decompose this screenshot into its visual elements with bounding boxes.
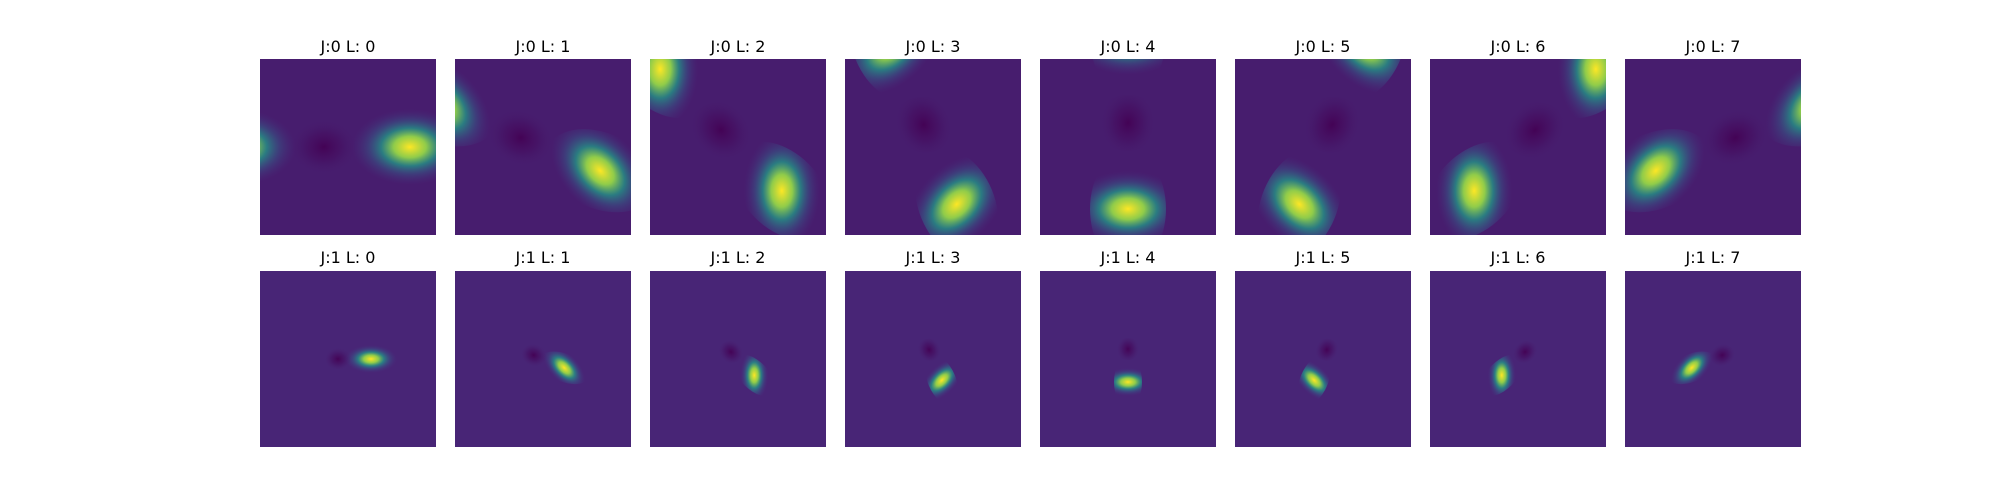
panel-title: J:1 L: 7 — [1685, 248, 1741, 267]
filter-heatmap — [260, 271, 436, 447]
dark-lobe — [717, 340, 744, 363]
panel-title: J:0 L: 2 — [710, 37, 766, 56]
filter-heatmap — [260, 59, 436, 235]
panel-title: J:0 L: 0 — [320, 37, 376, 56]
bright-lobe — [544, 129, 631, 213]
filter-heatmap — [845, 271, 1021, 447]
bright-lobe — [1114, 356, 1142, 408]
filter-panel: J:1 L: 6 — [1430, 248, 1606, 447]
filter-panel: J:1 L: 0 — [260, 248, 436, 447]
filter-panel: J:1 L: 5 — [1235, 248, 1411, 447]
filter-panel: J:0 L: 4 — [1040, 37, 1216, 235]
filter-panel: J:0 L: 1 — [455, 37, 631, 235]
panel-title: J:0 L: 1 — [515, 37, 571, 56]
filter-heatmap — [650, 271, 826, 447]
dark-lobe — [686, 101, 755, 158]
bright-lobe — [351, 109, 436, 185]
panel-title: J:1 L: 4 — [1100, 248, 1156, 267]
panel-title: J:0 L: 4 — [1100, 37, 1156, 56]
filter-panel: J:0 L: 3 — [845, 37, 1021, 235]
panel-title: J:0 L: 3 — [905, 37, 961, 56]
dark-lobe — [1094, 94, 1162, 151]
filter-panel: J:1 L: 1 — [455, 248, 631, 447]
bright-lobe — [455, 63, 497, 147]
filter-heatmap — [1040, 59, 1216, 235]
filter-panel: J:1 L: 2 — [650, 248, 826, 447]
panel-grid: J:0 L: 0 J:0 L: 1 J:0 L: 2 J:0 L: 3 J:0 L: 4… — [260, 37, 1801, 447]
filter-heatmap — [1430, 59, 1606, 235]
filter-heatmap — [845, 59, 1021, 235]
bright-lobe — [925, 355, 959, 405]
dark-lobe — [1709, 344, 1736, 367]
dark-lobe — [325, 348, 351, 370]
bright-lobe — [1480, 354, 1523, 397]
panel-title: J:1 L: 5 — [1295, 248, 1351, 267]
dark-lobe — [486, 109, 555, 166]
bright-lobe — [539, 351, 589, 385]
dark-lobe — [1115, 338, 1141, 360]
filter-heatmap — [455, 271, 631, 447]
filter-panel: J:0 L: 5 — [1235, 37, 1411, 235]
filter-panel: J:0 L: 0 — [260, 37, 436, 235]
filter-heatmap — [1040, 271, 1216, 447]
bright-lobe — [849, 59, 933, 101]
dark-lobe — [289, 119, 358, 175]
dark-lobe — [889, 96, 958, 153]
dark-lobe — [520, 344, 547, 367]
filter-panel: J:1 L: 7 — [1625, 248, 1801, 447]
bright-lobe — [1257, 148, 1341, 235]
filter-panel: J:0 L: 2 — [650, 37, 826, 235]
filter-heatmap — [1235, 271, 1411, 447]
filter-panel: J:1 L: 4 — [1040, 248, 1216, 447]
panel-title: J:0 L: 6 — [1490, 37, 1546, 56]
bright-lobe — [1090, 150, 1166, 235]
filter-heatmap — [1235, 59, 1411, 235]
dark-lobe — [1298, 96, 1367, 153]
filter-panel: J:1 L: 3 — [845, 248, 1021, 447]
dark-lobe — [1512, 340, 1539, 363]
bright-lobe — [1323, 59, 1407, 101]
bright-lobe — [1759, 63, 1801, 147]
filter-heatmap — [455, 59, 631, 235]
filter-heatmap — [1625, 271, 1801, 447]
dark-lobe — [1313, 338, 1340, 361]
dark-lobe — [1501, 101, 1570, 158]
filter-panel: J:0 L: 7 — [1625, 37, 1801, 235]
bright-lobe — [260, 111, 296, 183]
bright-lobe — [1667, 351, 1717, 385]
dark-lobe — [916, 338, 943, 361]
panel-title: J:1 L: 1 — [515, 248, 571, 267]
bright-lobe — [650, 59, 710, 119]
panel-title: J:1 L: 3 — [905, 248, 961, 267]
bright-lobe — [1546, 59, 1606, 119]
bright-lobe — [1625, 129, 1712, 213]
panel-title: J:1 L: 6 — [1490, 248, 1546, 267]
bright-lobe — [345, 345, 397, 373]
bright-lobe — [1090, 59, 1166, 95]
bright-lobe — [1430, 141, 1524, 235]
filter-heatmap — [1625, 59, 1801, 235]
bright-lobe — [733, 354, 776, 397]
bright-lobe — [915, 148, 999, 235]
panel-title: J:0 L: 5 — [1295, 37, 1351, 56]
dark-lobe — [1701, 109, 1770, 166]
filter-heatmap — [650, 59, 826, 235]
panel-title: J:1 L: 0 — [320, 248, 376, 267]
panel-title: J:1 L: 2 — [710, 248, 766, 267]
panel-title: J:0 L: 7 — [1685, 37, 1741, 56]
bright-lobe — [1297, 355, 1331, 405]
filter-heatmap — [1430, 271, 1606, 447]
filter-panel: J:0 L: 6 — [1430, 37, 1606, 235]
bright-lobe — [732, 141, 826, 235]
